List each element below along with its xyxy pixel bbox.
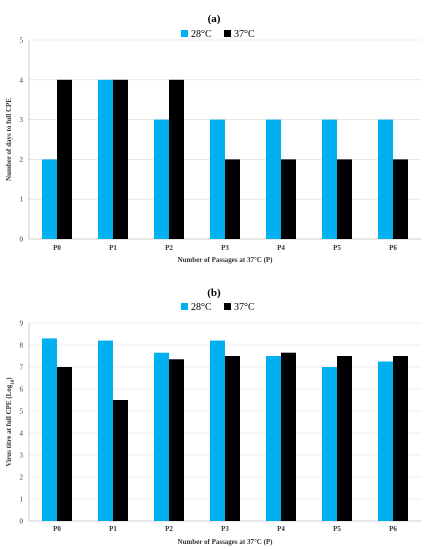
bar-P2-28c <box>154 119 169 239</box>
bar-P6-28c <box>378 119 393 239</box>
x-tick-label: P2 <box>165 244 173 252</box>
y-axis-label: Virus titre at full CPE (Log10) <box>5 377 16 467</box>
y-tick-label: 9 <box>20 320 24 328</box>
x-tick-label: P3 <box>221 525 229 533</box>
x-tick-label: P6 <box>389 525 397 533</box>
y-tick-label: 5 <box>20 408 24 416</box>
bar-P4-28c <box>266 119 281 239</box>
y-tick-label: 8 <box>20 342 24 350</box>
y-tick-label: 6 <box>20 386 24 394</box>
x-tick-label: P0 <box>53 525 61 533</box>
y-tick-label: 3 <box>20 452 24 460</box>
bar-P0-37c <box>57 367 72 521</box>
y-tick-label: 2 <box>20 156 24 164</box>
y-tick-label: 1 <box>20 496 24 504</box>
x-tick-label: P2 <box>165 525 173 533</box>
bar-P2-37c <box>169 79 184 239</box>
chart-title: (b) <box>207 287 221 299</box>
x-tick-label: P5 <box>333 525 341 533</box>
x-tick-label: P1 <box>109 525 117 533</box>
x-tick-label: P1 <box>109 244 117 252</box>
bar-P2-28c <box>154 352 169 521</box>
legend-label: 37°C <box>234 29 255 40</box>
x-tick-label: P4 <box>277 244 285 252</box>
x-axis-label: Number of Passages at 37°C (P) <box>177 256 273 264</box>
x-tick-label: P4 <box>277 525 285 533</box>
chart-1: (b) 28°C 37°C 0 1 2 3 4 5 6 7 8 9 P0 P1 P2 P3 P4 P5 P6 Numbe… <box>5 287 421 546</box>
bar-P4-28c <box>266 356 281 521</box>
bar-P1-28c <box>98 79 113 239</box>
y-tick-label: 5 <box>20 37 24 45</box>
chart-0: (a) 28°C 37°C 0 1 2 3 4 5 P0 P1 P2 P3 P4 P5 P6 Number of… <box>5 13 421 264</box>
x-tick-label: P3 <box>221 244 229 252</box>
y-tick-label: 0 <box>20 236 24 244</box>
legend-swatch <box>224 303 231 310</box>
legend-label: 28°C <box>191 29 212 40</box>
x-tick-label: P0 <box>53 244 61 252</box>
x-tick-label: P5 <box>333 244 341 252</box>
bar-P5-37c <box>337 356 352 521</box>
bar-P3-28c <box>210 340 225 521</box>
bar-P3-37c <box>225 356 240 521</box>
x-axis-label: Number of Passages at 37°C (P) <box>177 538 273 546</box>
bar-P5-28c <box>322 119 337 239</box>
bar-P1-37c <box>113 79 128 239</box>
bar-P1-28c <box>98 340 113 521</box>
bar-P1-37c <box>113 400 128 521</box>
y-tick-label: 7 <box>20 364 24 372</box>
bar-P0-28c <box>42 338 57 521</box>
y-axis-label: Number of days to full CPE <box>5 98 13 181</box>
legend-label: 37°C <box>234 302 255 313</box>
bar-P4-37c <box>281 159 296 239</box>
bar-P0-28c <box>42 159 57 239</box>
legend-label: 28°C <box>191 302 212 313</box>
bar-P0-37c <box>57 79 72 239</box>
legend-swatch <box>181 30 188 37</box>
bar-P6-37c <box>393 356 408 521</box>
bar-P3-37c <box>225 159 240 239</box>
bar-P5-28c <box>322 367 337 521</box>
bar-P4-37c <box>281 352 296 521</box>
bar-P6-37c <box>393 159 408 239</box>
y-tick-label: 3 <box>20 116 24 124</box>
legend-swatch <box>224 30 231 37</box>
y-tick-label: 4 <box>20 76 24 84</box>
bar-P3-28c <box>210 119 225 239</box>
bar-P5-37c <box>337 159 352 239</box>
y-tick-label: 1 <box>20 196 24 204</box>
bar-P6-28c <box>378 361 393 521</box>
x-tick-label: P6 <box>389 244 397 252</box>
y-tick-label: 4 <box>20 430 24 438</box>
y-tick-label: 0 <box>20 518 24 526</box>
legend-swatch <box>181 303 188 310</box>
bar-P2-37c <box>169 359 184 521</box>
y-tick-label: 2 <box>20 474 24 482</box>
chart-title: (a) <box>208 13 221 25</box>
